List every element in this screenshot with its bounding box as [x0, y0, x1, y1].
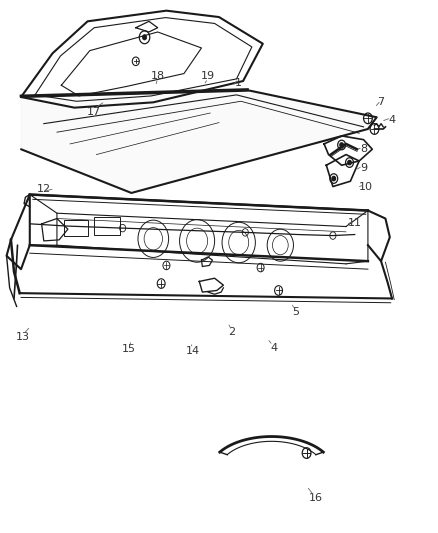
Polygon shape	[21, 91, 377, 193]
Text: 9: 9	[360, 163, 367, 173]
Text: 14: 14	[186, 346, 200, 356]
Text: 18: 18	[151, 71, 165, 80]
Text: 4: 4	[389, 115, 396, 125]
Text: 7: 7	[378, 98, 385, 107]
Bar	[64, 220, 88, 236]
Text: 10: 10	[359, 182, 373, 191]
Text: 11: 11	[348, 218, 362, 228]
Text: 17: 17	[87, 107, 101, 117]
Text: 19: 19	[201, 71, 215, 80]
Circle shape	[332, 176, 336, 181]
Circle shape	[142, 35, 147, 40]
Text: 15: 15	[122, 344, 136, 354]
Text: 13: 13	[16, 332, 30, 342]
Text: 16: 16	[308, 494, 322, 503]
Text: 1: 1	[235, 78, 242, 87]
Text: 8: 8	[360, 144, 367, 154]
Text: 2: 2	[229, 327, 236, 336]
Circle shape	[348, 160, 351, 165]
Circle shape	[340, 143, 343, 147]
Bar	[94, 217, 120, 235]
Text: 4: 4	[270, 343, 277, 352]
Text: 12: 12	[37, 184, 51, 194]
Text: 5: 5	[292, 307, 299, 317]
